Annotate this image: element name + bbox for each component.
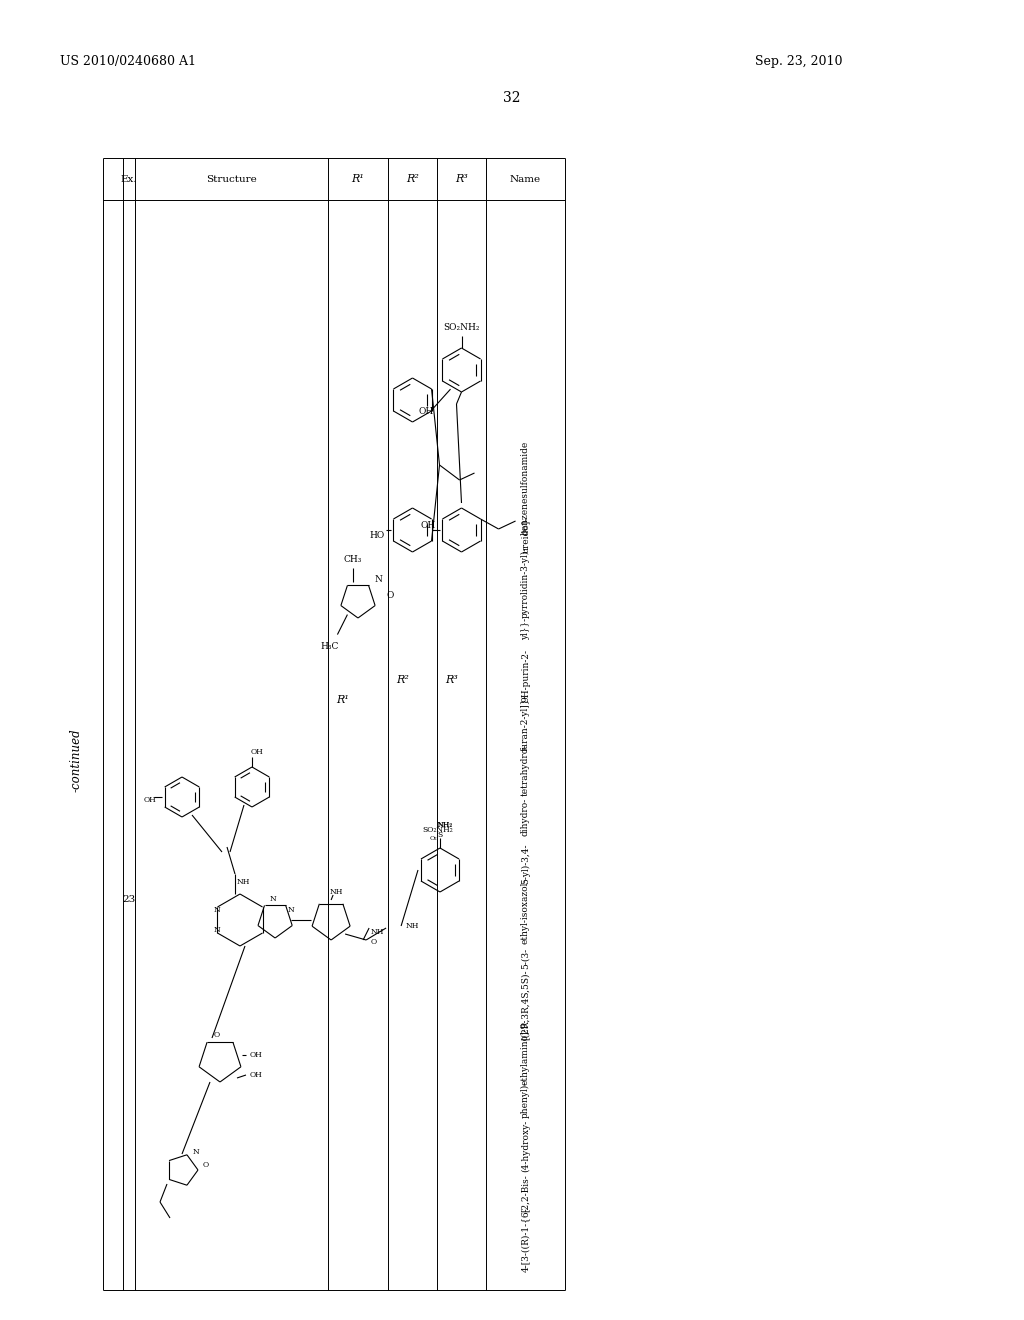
Text: N: N bbox=[288, 906, 295, 913]
Text: O: O bbox=[203, 1162, 209, 1170]
Text: NH: NH bbox=[371, 928, 384, 936]
Text: OH: OH bbox=[419, 408, 434, 417]
Text: yl}}-: yl}}- bbox=[521, 618, 530, 640]
Text: OH: OH bbox=[143, 796, 157, 804]
Text: NH₂: NH₂ bbox=[437, 821, 454, 829]
Text: 5-(3-: 5-(3- bbox=[521, 948, 530, 969]
Text: Name: Name bbox=[510, 174, 541, 183]
Text: OH: OH bbox=[251, 748, 263, 756]
Text: OH: OH bbox=[250, 1071, 263, 1078]
Text: N: N bbox=[214, 906, 220, 913]
Text: R²: R² bbox=[407, 174, 419, 183]
Text: ethylamino]-9-: ethylamino]-9- bbox=[521, 1019, 530, 1085]
Text: N: N bbox=[374, 576, 382, 585]
Text: R³: R³ bbox=[455, 174, 468, 183]
Text: R²: R² bbox=[396, 675, 409, 685]
Text: O: O bbox=[214, 1031, 220, 1039]
Text: ureido]-: ureido]- bbox=[521, 517, 530, 553]
Text: 23: 23 bbox=[123, 895, 135, 904]
Text: furan-2-yl]}-: furan-2-yl]}- bbox=[521, 694, 530, 751]
Text: OH: OH bbox=[250, 1051, 263, 1059]
Text: O: O bbox=[386, 590, 393, 599]
Text: (4-hydroxy-: (4-hydroxy- bbox=[521, 1119, 530, 1172]
Text: N: N bbox=[269, 895, 276, 903]
Text: NH₂: NH₂ bbox=[437, 821, 453, 829]
Text: US 2010/0240680 A1: US 2010/0240680 A1 bbox=[60, 55, 196, 69]
Text: N: N bbox=[193, 1148, 200, 1156]
Text: SO₂NH₂: SO₂NH₂ bbox=[443, 323, 480, 333]
Text: Sep. 23, 2010: Sep. 23, 2010 bbox=[755, 55, 843, 69]
Text: [(2R,3R,4S,5S)-: [(2R,3R,4S,5S)- bbox=[521, 970, 530, 1040]
Text: R¹: R¹ bbox=[351, 174, 365, 183]
Text: SO₂NH₂: SO₂NH₂ bbox=[423, 826, 454, 834]
Text: H₃C: H₃C bbox=[321, 642, 339, 651]
Text: tetrahydro-: tetrahydro- bbox=[521, 744, 530, 796]
Text: R³: R³ bbox=[445, 675, 458, 685]
Text: 5-yl)-3,4-: 5-yl)-3,4- bbox=[521, 843, 530, 884]
Text: O₂: O₂ bbox=[429, 836, 437, 841]
Text: OH: OH bbox=[421, 520, 436, 529]
Text: benzenesulfonamide: benzenesulfonamide bbox=[521, 441, 530, 535]
Text: Ex.: Ex. bbox=[121, 174, 137, 183]
Text: R¹: R¹ bbox=[336, 696, 349, 705]
Text: phenyl)-: phenyl)- bbox=[521, 1080, 530, 1118]
Text: HO: HO bbox=[370, 531, 385, 540]
Text: O: O bbox=[371, 939, 377, 946]
Text: ethyl-isoxazol-: ethyl-isoxazol- bbox=[521, 878, 530, 944]
Text: [2,2-Bis-: [2,2-Bis- bbox=[521, 1173, 530, 1212]
Text: 32: 32 bbox=[503, 91, 521, 106]
Text: pyrrolidin-3-yl)-: pyrrolidin-3-yl)- bbox=[521, 546, 530, 618]
Text: S: S bbox=[437, 832, 442, 840]
Text: 9H-purin-2-: 9H-purin-2- bbox=[521, 649, 530, 702]
Text: dihydro-: dihydro- bbox=[521, 797, 530, 836]
Text: NH: NH bbox=[330, 888, 343, 896]
Text: Structure: Structure bbox=[206, 174, 257, 183]
Text: 4-[3-((R)-1-{6-: 4-[3-((R)-1-{6- bbox=[521, 1208, 530, 1272]
Text: -continued: -continued bbox=[70, 729, 83, 792]
Text: CH₃: CH₃ bbox=[344, 556, 362, 565]
Text: N: N bbox=[214, 927, 220, 935]
Text: NH: NH bbox=[407, 921, 420, 931]
Text: NH: NH bbox=[237, 878, 250, 886]
